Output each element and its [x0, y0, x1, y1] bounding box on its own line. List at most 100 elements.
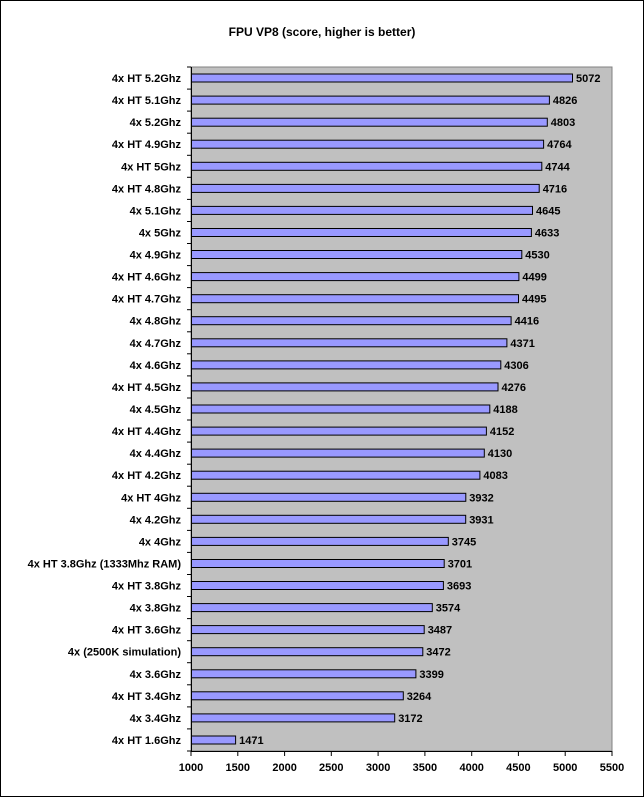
value-label: 4276	[502, 382, 526, 394]
bar	[191, 647, 424, 657]
bar	[191, 559, 445, 568]
value-label: 3932	[469, 492, 493, 504]
bar	[191, 492, 467, 502]
value-label: 4716	[543, 183, 567, 195]
category-label: 4x HT 4.6Ghz	[112, 272, 182, 284]
category-label: 4x HT 4.5Ghz	[112, 382, 182, 394]
bar	[191, 95, 550, 105]
bar	[191, 250, 523, 259]
category-label: 4x HT 3.4Ghz	[112, 691, 182, 703]
category-label: 4x 3.8Ghz	[130, 603, 182, 615]
bar	[191, 117, 548, 127]
value-label: 4083	[483, 470, 507, 482]
value-label: 4826	[553, 95, 577, 107]
value-label: 4744	[545, 161, 570, 173]
value-label: 4633	[535, 228, 559, 240]
value-label: 5072	[576, 73, 600, 85]
bar	[191, 404, 491, 414]
value-label: 4152	[490, 426, 514, 438]
bar	[191, 470, 481, 480]
value-label: 3172	[398, 713, 422, 725]
category-label: 4x HT 4.9Ghz	[112, 139, 182, 151]
bar	[191, 691, 404, 701]
category-label: 4x 5Ghz	[139, 228, 182, 240]
x-tick-label: 3000	[366, 762, 390, 774]
bar	[191, 625, 425, 635]
bar	[191, 360, 502, 370]
bar	[191, 382, 499, 392]
x-tick-label: 4000	[459, 762, 483, 774]
bar	[191, 536, 449, 546]
bar	[191, 272, 520, 282]
bar	[191, 735, 237, 745]
category-label: 4x 4.5Ghz	[130, 404, 182, 416]
bar	[191, 205, 533, 215]
bar	[191, 183, 540, 193]
value-label: 4495	[522, 294, 546, 306]
value-label: 4530	[525, 250, 549, 262]
category-label: 4x HT 3.8Ghz (1333Mhz RAM)	[28, 559, 182, 571]
category-label: 4x 4.2Ghz	[130, 514, 182, 526]
value-label: 3701	[448, 559, 472, 571]
value-label: 3931	[469, 514, 493, 526]
value-label: 3693	[447, 581, 471, 593]
category-label: 4x 4.8Ghz	[130, 316, 182, 328]
bar	[191, 581, 444, 590]
x-tick-label: 4500	[506, 762, 530, 774]
value-label: 3745	[452, 536, 476, 548]
category-label: 4x HT 4.7Ghz	[112, 294, 182, 306]
x-tick-label: 5500	[600, 762, 624, 774]
value-label: 4188	[493, 404, 517, 416]
bar	[191, 713, 396, 723]
x-tick-label: 1500	[226, 762, 250, 774]
x-tick-label: 5000	[553, 762, 577, 774]
bar	[191, 294, 519, 304]
category-label: 4x HT 1.6Ghz	[112, 735, 182, 747]
bar	[191, 603, 433, 613]
category-label: 4x HT 4.4Ghz	[112, 426, 182, 438]
value-label: 4306	[504, 360, 528, 372]
value-label: 4130	[488, 448, 512, 460]
value-label: 3399	[419, 669, 443, 681]
chart-title: FPU VP8 (score, higher is better)	[228, 25, 416, 39]
value-label: 3574	[436, 603, 461, 615]
value-label: 4416	[515, 316, 539, 328]
category-label: 4x 4Ghz	[139, 536, 182, 548]
bar	[191, 228, 532, 237]
category-label: 4x HT 4.2Ghz	[112, 470, 182, 482]
bar	[191, 161, 543, 171]
bar	[191, 514, 467, 524]
category-label: 4x HT 3.8Ghz	[112, 581, 182, 593]
value-label: 4371	[510, 338, 534, 350]
bar	[191, 338, 508, 348]
category-label: 4x HT 5Ghz	[121, 161, 181, 173]
value-label: 3264	[407, 691, 432, 703]
category-label: 4x HT 4.8Ghz	[112, 183, 182, 195]
value-label: 4499	[522, 272, 546, 284]
bar	[191, 448, 485, 458]
value-label: 4803	[551, 117, 575, 129]
category-label: 4x 5.1Ghz	[130, 205, 182, 217]
category-label: 4x HT 5.1Ghz	[112, 95, 182, 107]
x-tick-label: 2500	[319, 762, 343, 774]
x-tick-label: 2000	[272, 762, 296, 774]
category-label: 4x (2500K simulation)	[68, 647, 181, 659]
category-label: 4x 4.6Ghz	[130, 360, 182, 372]
category-label: 4x 3.4Ghz	[130, 713, 182, 725]
category-label: 4x 3.6Ghz	[130, 669, 182, 681]
value-label: 3472	[426, 647, 450, 659]
category-label: 4x 5.2Ghz	[130, 117, 182, 129]
x-tick-label: 3500	[413, 762, 437, 774]
category-label: 4x HT 3.6Ghz	[112, 625, 182, 637]
category-label: 4x HT 4Ghz	[121, 492, 181, 504]
category-label: 4x 4.4Ghz	[130, 448, 182, 460]
category-label: 4x HT 5.2Ghz	[112, 73, 182, 85]
value-label: 4645	[536, 205, 560, 217]
category-label: 4x 4.7Ghz	[130, 338, 182, 350]
bar	[191, 426, 487, 436]
value-label: 4764	[547, 139, 572, 151]
value-label: 3487	[428, 625, 452, 637]
bar	[191, 139, 545, 149]
bar	[191, 316, 512, 326]
